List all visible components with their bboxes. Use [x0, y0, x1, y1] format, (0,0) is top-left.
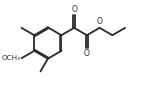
Text: O: O [84, 50, 90, 58]
Text: O: O [71, 5, 77, 14]
Text: O: O [97, 17, 103, 26]
Text: OCH₃: OCH₃ [2, 55, 21, 61]
